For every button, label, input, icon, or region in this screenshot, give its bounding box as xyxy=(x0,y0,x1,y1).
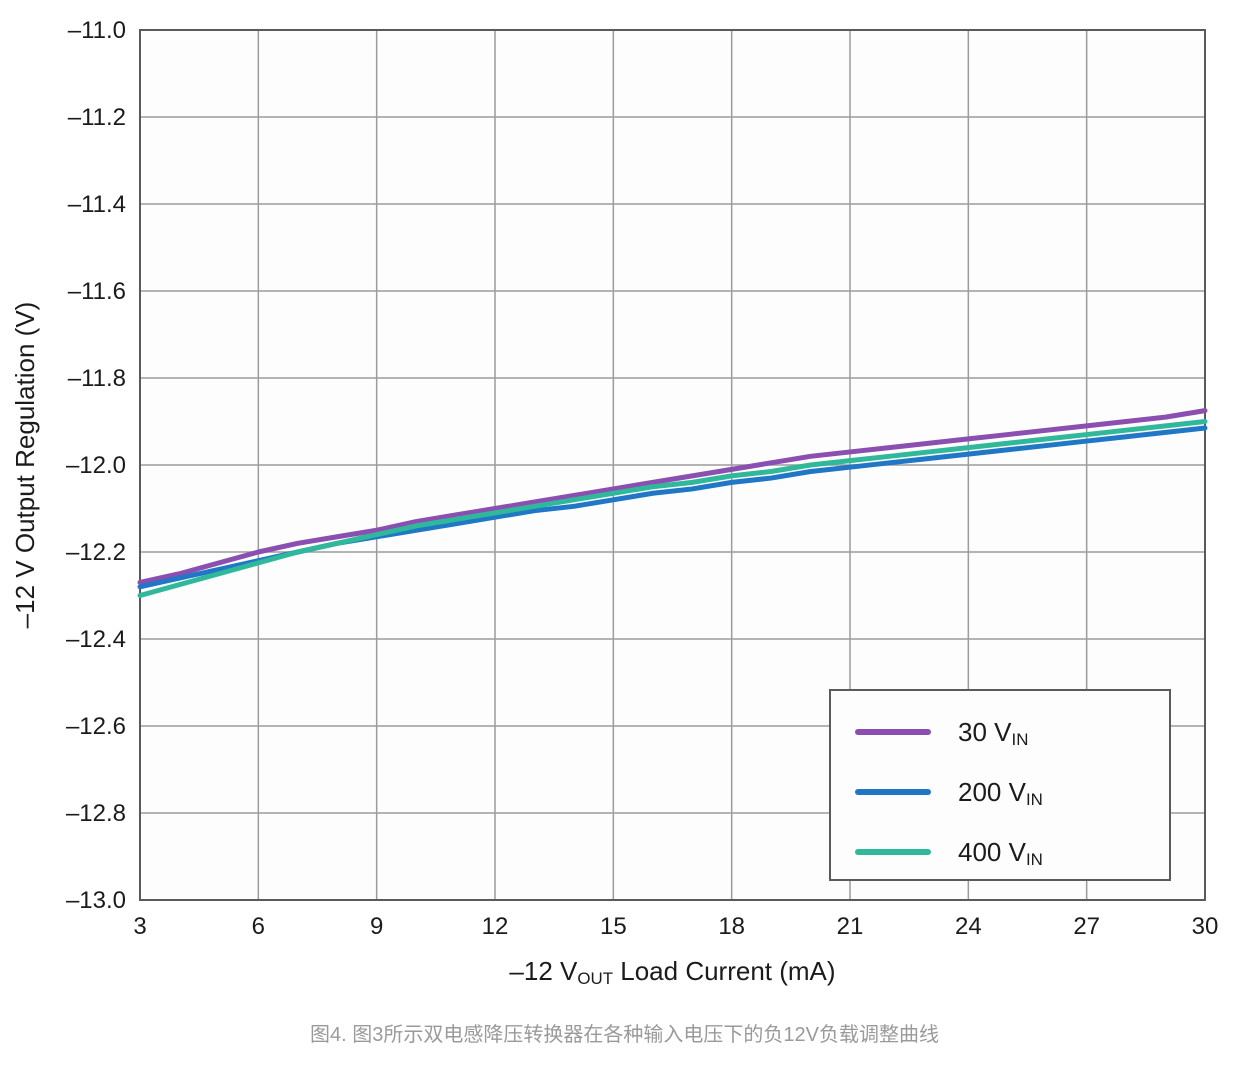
x-tick-label: 18 xyxy=(718,913,745,940)
line-chart: 3 6 9 12 15 18 21 24 27 30 –11.0 –11.2 –11.4 –11.6 –11… xyxy=(0,0,1249,1000)
y-tick-label: –11.8 xyxy=(68,365,126,392)
x-tick-label: 3 xyxy=(133,913,146,940)
y-tick-label: –12.2 xyxy=(66,539,126,566)
y-tick-label: –13.0 xyxy=(66,887,126,914)
figure-caption: 图4. 图3所示双电感降压转换器在各种输入电压下的负12V负载调整曲线 xyxy=(0,1018,1249,1047)
x-tick-label: 6 xyxy=(252,913,265,940)
x-tick-label: 12 xyxy=(482,913,509,940)
y-tick-label: –11.0 xyxy=(68,17,126,44)
y-tick-label: –11.4 xyxy=(68,191,126,218)
x-axis-label: –12 VOUT Load Current (mA) xyxy=(509,956,835,988)
y-tick-label: –11.6 xyxy=(68,278,126,305)
y-tick-label: –12.0 xyxy=(66,452,126,479)
y-tick-label: –12.8 xyxy=(66,800,126,827)
x-tick-label: 15 xyxy=(600,913,627,940)
x-tick-label: 9 xyxy=(370,913,383,940)
y-axis-label: –12 V Output Regulation (V) xyxy=(10,302,40,629)
x-tick-label: 21 xyxy=(837,913,864,940)
x-tick-label: 27 xyxy=(1073,913,1100,940)
x-tick-label: 24 xyxy=(955,913,982,940)
page-root: 3 6 9 12 15 18 21 24 27 30 –11.0 –11.2 –11.4 –11.6 –11… xyxy=(0,0,1249,1065)
y-tick-label: –12.6 xyxy=(66,713,126,740)
y-tick-label: –11.2 xyxy=(68,104,126,131)
y-tick-label: –12.4 xyxy=(66,626,126,653)
x-tick-label: 30 xyxy=(1192,913,1219,940)
